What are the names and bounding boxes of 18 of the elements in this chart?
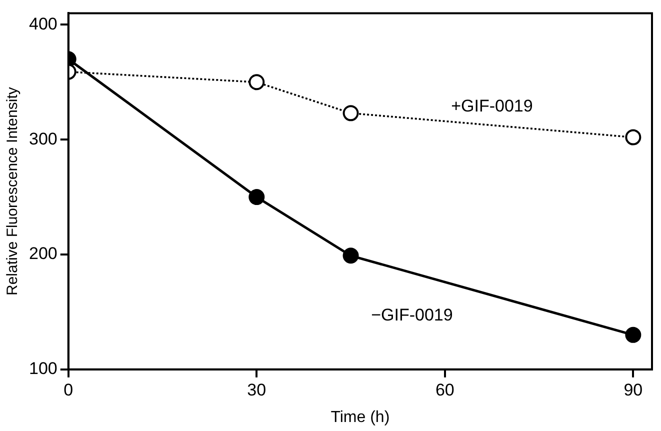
point (625, 129, 642, 146)
y-tick-label: 300 (28, 129, 58, 148)
y-axis-title: Relative Fluorescence Intensity (4, 86, 22, 296)
x-tick-label: 60 (435, 380, 454, 400)
point (625, 326, 642, 343)
point (248, 189, 265, 206)
point (342, 105, 359, 122)
series-label: −GIF-0019 (371, 305, 453, 324)
point (248, 74, 265, 90)
y-tick-label: 100 (28, 359, 58, 378)
x-tick-label: 0 (64, 380, 74, 400)
x-axis-title: Time (h) (330, 408, 390, 426)
series-label: +GIF-0019 (451, 96, 533, 116)
x-tick-label: 90 (624, 380, 643, 400)
y-tick-label: 400 (28, 14, 58, 34)
x-tick-label: 30 (247, 380, 266, 400)
point (342, 248, 359, 264)
y-tick-label: 200 (28, 244, 58, 264)
